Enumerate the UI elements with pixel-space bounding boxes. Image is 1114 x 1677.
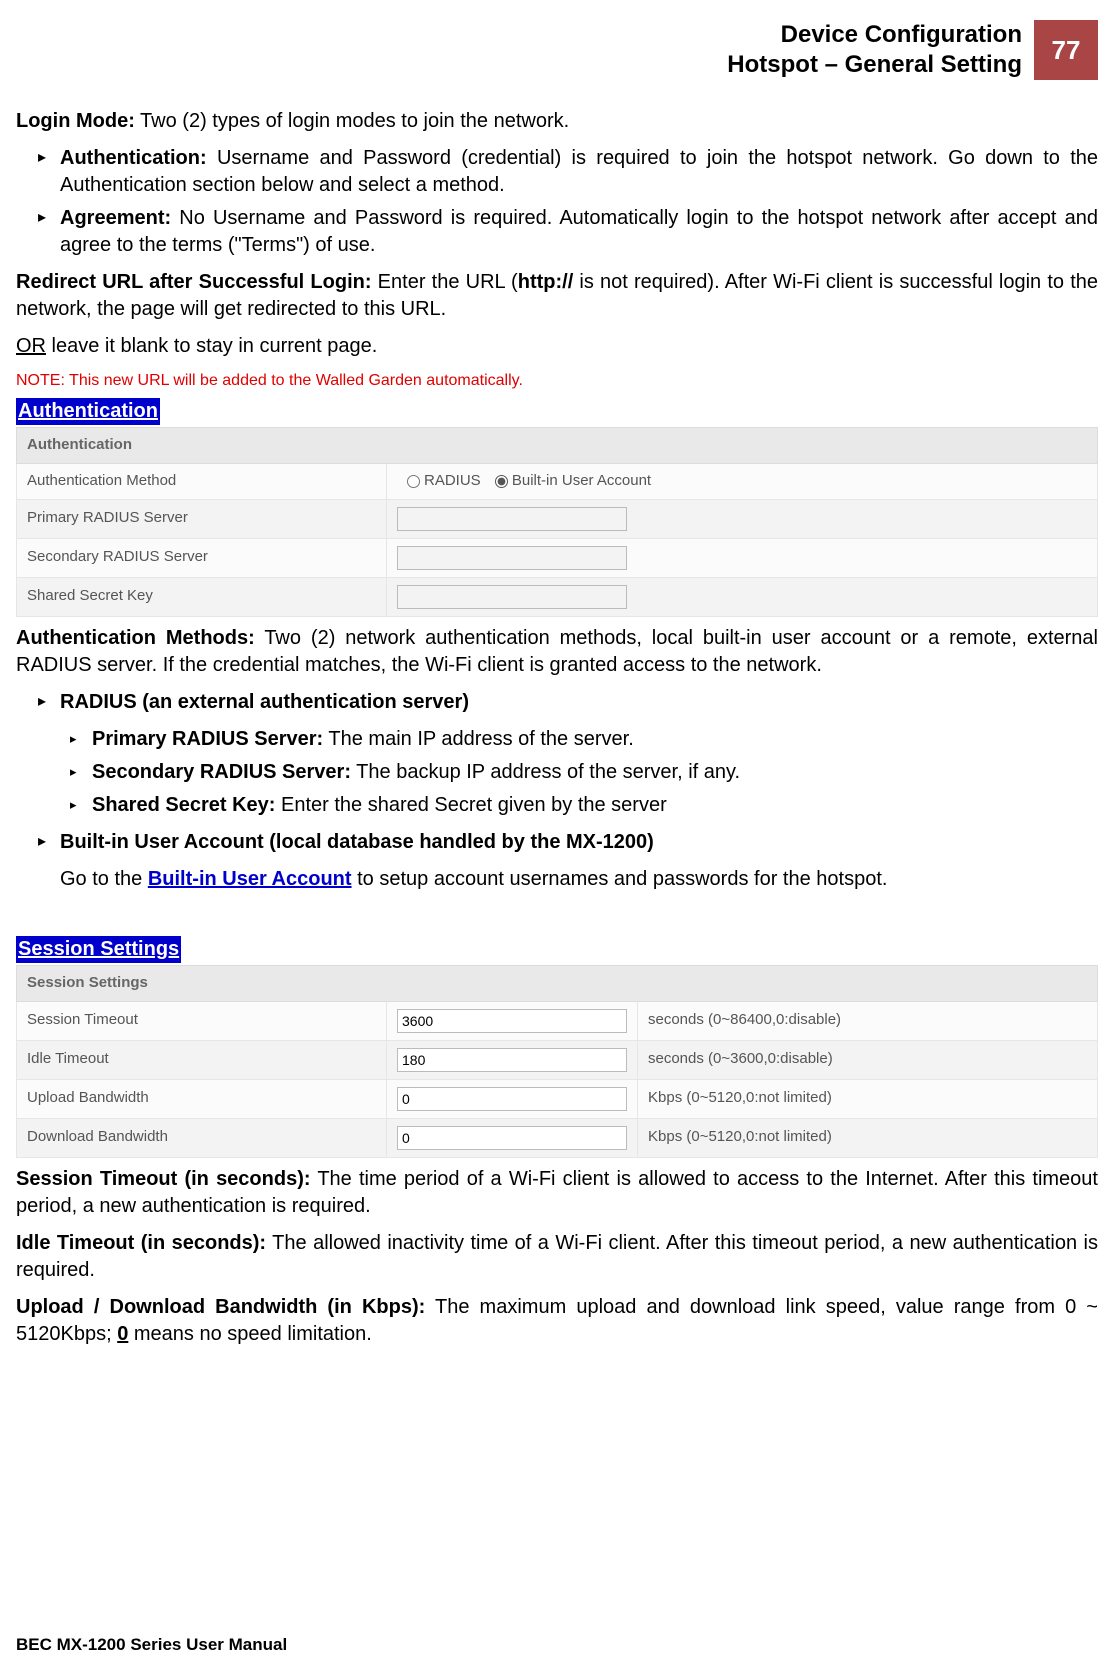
idle-timeout-bold: Idle Timeout (in seconds): (16, 1232, 266, 1254)
bullet-builtin-heading: Built-in User Account (local database ha… (16, 829, 1098, 856)
auth-bullet-rest: Username and Password (credential) is re… (60, 147, 1098, 196)
page-number-badge: 77 (1034, 20, 1098, 80)
bullet-radius-heading: RADIUS (an external authentication serve… (16, 689, 1098, 716)
footer-text: BEC MX-1200 Series User Manual (16, 1635, 287, 1655)
auth-methods-bold: Authentication Methods: (16, 627, 255, 649)
builtin-link[interactable]: Built-in User Account (148, 868, 352, 890)
login-mode-intro: Login Mode: Two (2) types of login modes… (16, 108, 1098, 135)
session-config-table: Session Settings Session Timeout seconds… (16, 965, 1098, 1158)
upload-bw-label: Upload Bandwidth (17, 1079, 387, 1118)
auth-config-table: Authentication Authentication Method RAD… (16, 427, 1098, 617)
bullet-shared-secret: Shared Secret Key: Enter the shared Secr… (16, 792, 1098, 819)
login-mode-rest: Two (2) types of login modes to join the… (135, 110, 569, 132)
download-bw-label: Download Bandwidth (17, 1118, 387, 1157)
session-timeout-bold: Session Timeout (in seconds): (16, 1168, 311, 1190)
secondary-radius-label: Secondary RADIUS Server (17, 538, 387, 577)
agree-bullet-bold: Agreement: (60, 207, 171, 229)
header-title-2: Hotspot – General Setting (727, 50, 1022, 80)
upload-bw-hint: Kbps (0~5120,0:not limited) (638, 1079, 1098, 1118)
idle-timeout-hint: seconds (0~3600,0:disable) (638, 1040, 1098, 1079)
or-underline: OR (16, 335, 46, 357)
redirect-or: OR leave it blank to stay in current pag… (16, 333, 1098, 360)
auth-bullet-bold: Authentication: (60, 147, 207, 169)
redirect-bold: Redirect URL after Successful Login: (16, 271, 378, 293)
radio-radius-label[interactable]: RADIUS (397, 472, 481, 489)
bandwidth-para: Upload / Download Bandwidth (in Kbps): T… (16, 1294, 1098, 1348)
login-mode-bold: Login Mode: (16, 110, 135, 132)
session-timeout-label: Session Timeout (17, 1001, 387, 1040)
bw-zero: 0 (117, 1323, 128, 1345)
auth-section-label: Authentication (16, 398, 160, 425)
primary-bold: Primary RADIUS Server: (92, 728, 323, 750)
download-bw-input[interactable] (397, 1126, 627, 1150)
page-header: Device Configuration Hotspot – General S… (16, 20, 1098, 80)
radio-builtin-text: Built-in User Account (512, 472, 651, 489)
auth-method-cell: RADIUS Built-in User Account (387, 463, 1098, 499)
secondary-rest: The backup IP address of the server, if … (351, 761, 740, 783)
download-bw-hint: Kbps (0~5120,0:not limited) (638, 1118, 1098, 1157)
builtin-heading: Built-in User Account (local database ha… (60, 831, 654, 853)
agree-bullet-rest: No Username and Password is required. Au… (60, 207, 1098, 256)
upload-bw-input[interactable] (397, 1087, 627, 1111)
session-section-label: Session Settings (16, 936, 181, 963)
idle-timeout-input[interactable] (397, 1048, 627, 1072)
bullet-secondary-radius: Secondary RADIUS Server: The backup IP a… (16, 759, 1098, 786)
primary-radius-label: Primary RADIUS Server (17, 499, 387, 538)
primary-rest: The main IP address of the server. (323, 728, 634, 750)
primary-radius-input[interactable] (397, 507, 627, 531)
header-titles: Device Configuration Hotspot – General S… (727, 20, 1034, 80)
redirect-http: http:// (518, 271, 574, 293)
redirect-text1: Enter the URL ( (378, 271, 518, 293)
session-timeout-input[interactable] (397, 1009, 627, 1033)
builtin-pre: Go to the (60, 868, 148, 890)
or-rest: leave it blank to stay in current page. (46, 335, 377, 357)
shared-secret-label: Shared Secret Key (17, 577, 387, 616)
radius-heading: RADIUS (an external authentication serve… (60, 691, 469, 713)
radio-builtin-label[interactable]: Built-in User Account (485, 472, 651, 489)
radio-radius[interactable] (407, 475, 420, 488)
header-title-1: Device Configuration (727, 20, 1022, 50)
radio-radius-text: RADIUS (424, 472, 481, 489)
builtin-post: to setup account usernames and passwords… (352, 868, 888, 890)
session-table-header: Session Settings (17, 965, 1098, 1001)
redirect-para: Redirect URL after Successful Login: Ent… (16, 269, 1098, 323)
idle-timeout-label: Idle Timeout (17, 1040, 387, 1079)
radio-builtin[interactable] (495, 475, 508, 488)
builtin-continue: Go to the Built-in User Account to setup… (16, 866, 1098, 893)
secondary-bold: Secondary RADIUS Server: (92, 761, 351, 783)
bw-post: means no speed limitation. (128, 1323, 371, 1345)
bullet-agreement: Agreement: No Username and Password is r… (16, 205, 1098, 259)
redirect-note: NOTE: This new URL will be added to the … (16, 370, 1098, 392)
session-timeout-para: Session Timeout (in seconds): The time p… (16, 1166, 1098, 1220)
shared-rest: Enter the shared Secret given by the ser… (275, 794, 666, 816)
shared-bold: Shared Secret Key: (92, 794, 275, 816)
secondary-radius-input[interactable] (397, 546, 627, 570)
bw-bold: Upload / Download Bandwidth (in Kbps): (16, 1296, 425, 1318)
auth-methods-intro: Authentication Methods: Two (2) network … (16, 625, 1098, 679)
idle-timeout-para: Idle Timeout (in seconds): The allowed i… (16, 1230, 1098, 1284)
bullet-authentication: Authentication: Username and Password (c… (16, 145, 1098, 199)
auth-table-header: Authentication (17, 427, 1098, 463)
bullet-primary-radius: Primary RADIUS Server: The main IP addre… (16, 726, 1098, 753)
auth-method-label: Authentication Method (17, 463, 387, 499)
session-timeout-hint: seconds (0~86400,0:disable) (638, 1001, 1098, 1040)
shared-secret-input[interactable] (397, 585, 627, 609)
